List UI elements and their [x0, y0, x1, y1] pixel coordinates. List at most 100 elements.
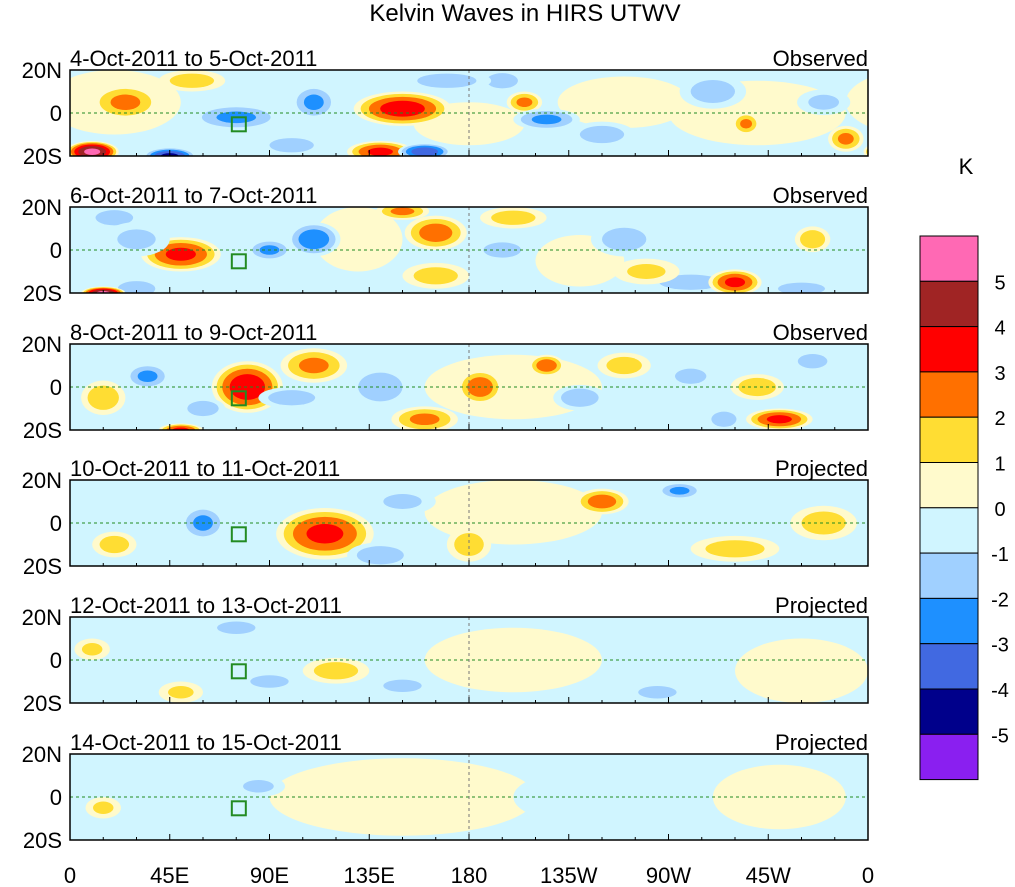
map-panel [0, 344, 1015, 431]
anomaly-contour [690, 80, 735, 103]
y-tick-label: 20N [22, 195, 62, 220]
anomaly-contour [513, 771, 647, 823]
anomaly-contour [268, 390, 316, 406]
panel-period: 10-Oct-2011 to 11-Oct-2011 [70, 456, 340, 481]
anomaly-contour [99, 535, 130, 554]
anomaly-contour [898, 89, 950, 116]
colorbar-label: 4 [994, 318, 1005, 340]
colorbar-label: -4 [991, 680, 1009, 702]
anomaly-contour [169, 73, 215, 88]
x-tick-label: 135W [540, 863, 598, 887]
anomaly-contour [2, 230, 27, 248]
anomaly-contour [735, 638, 868, 703]
region-box-icon [230, 253, 247, 270]
anomaly-contour [674, 368, 707, 384]
anomaly-contour [606, 356, 642, 375]
anomaly-contour [419, 223, 453, 242]
anomaly-contour [800, 230, 826, 249]
anomaly-contour [659, 274, 723, 290]
anomaly-contour [890, 85, 957, 119]
anomaly-contour [269, 138, 314, 153]
anomaly-contour [0, 765, 48, 830]
anomaly-contour [894, 210, 932, 225]
anomaly-contour [413, 267, 458, 285]
anomaly-contour [587, 494, 617, 509]
anomaly-contour [891, 802, 911, 814]
anomaly-contour [884, 797, 919, 819]
region-box-icon [230, 116, 247, 133]
y-tick-label: 20N [22, 468, 62, 493]
anomaly-contour [602, 227, 647, 251]
panel-status: Projected [775, 593, 868, 618]
anomaly-contour [777, 282, 826, 293]
anomaly-contour [81, 643, 103, 656]
anomaly-contour [627, 264, 666, 279]
anomaly-contour [409, 413, 440, 426]
panel-status: Projected [775, 456, 868, 481]
y-tick-label: 20N [22, 605, 62, 630]
anomaly-contour [367, 147, 393, 156]
panel-period: 4-Oct-2011 to 5-Oct-2011 [70, 46, 317, 71]
anomaly-contour [250, 675, 289, 688]
anomaly-contour [797, 354, 828, 369]
anomaly-contour [557, 76, 691, 129]
anomaly-contour [909, 95, 939, 110]
map-panel [70, 480, 868, 566]
y-tick-label: 0 [50, 101, 62, 126]
anomaly-contour [669, 486, 690, 495]
panel-status: Observed [773, 46, 868, 71]
colorbar-swatch [919, 416, 979, 464]
map-panel [40, 70, 1015, 158]
y-tick-label: 20N [22, 742, 62, 767]
panel-period: 8-Oct-2011 to 9-Oct-2011 [70, 320, 317, 345]
y-tick-label: 0 [50, 511, 62, 536]
anomaly-contour [872, 144, 908, 158]
y-tick-label: 20S [23, 144, 62, 169]
anomaly-contour [117, 281, 156, 293]
chart-title: Kelvin Waves in HIRS UTWV [369, 0, 681, 27]
colorbar-label: 1 [994, 454, 1005, 476]
anomaly-contour [890, 290, 913, 297]
colorbar-label: -1 [991, 544, 1009, 566]
anomaly-contour [0, 409, 15, 431]
anomaly-contour [491, 210, 536, 225]
anomaly-contour [417, 73, 477, 88]
anomaly-contour [87, 385, 119, 410]
panel-status: Projected [775, 730, 868, 755]
panel-period: 14-Oct-2011 to 15-Oct-2011 [70, 730, 342, 755]
panel-status: Observed [773, 183, 868, 208]
anomaly-contour [801, 511, 846, 535]
anomaly-contour [168, 686, 194, 699]
region-box-icon [230, 526, 247, 543]
anomaly-contour [1000, 107, 1015, 127]
colorbar-swatch [919, 326, 979, 373]
anomaly-contour [876, 146, 904, 157]
anomaly-contour [454, 533, 484, 556]
anomaly-contour [882, 148, 898, 154]
map-panel [0, 754, 919, 840]
anomaly-contour [866, 147, 868, 156]
region-box-icon [230, 800, 247, 817]
anomaly-contour [957, 70, 1015, 92]
anomaly-contour [1010, 361, 1015, 413]
anomaly-contour [0, 226, 32, 252]
colorbar-label: -2 [991, 589, 1009, 611]
anomaly-contour [561, 388, 599, 407]
anomaly-contour [95, 210, 134, 226]
map-panel [70, 617, 900, 703]
panel-status: Observed [773, 320, 868, 345]
anomaly-contour [217, 621, 256, 634]
y-tick-label: 20S [23, 554, 62, 579]
anomaly-contour [880, 643, 900, 655]
region-box-icon [230, 390, 247, 407]
anomaly-contour [117, 229, 156, 250]
x-tick-label: 0 [862, 863, 874, 887]
x-tick-label: 90W [646, 863, 691, 887]
anomaly-contour [40, 133, 56, 145]
colorbar-label: 0 [994, 499, 1005, 521]
colorbar-swatch [919, 280, 979, 328]
colorbar-swatch [919, 597, 979, 645]
colorbar-swatch [919, 733, 979, 781]
anomaly-contour [516, 97, 533, 108]
colorbar-swatch [919, 688, 979, 735]
